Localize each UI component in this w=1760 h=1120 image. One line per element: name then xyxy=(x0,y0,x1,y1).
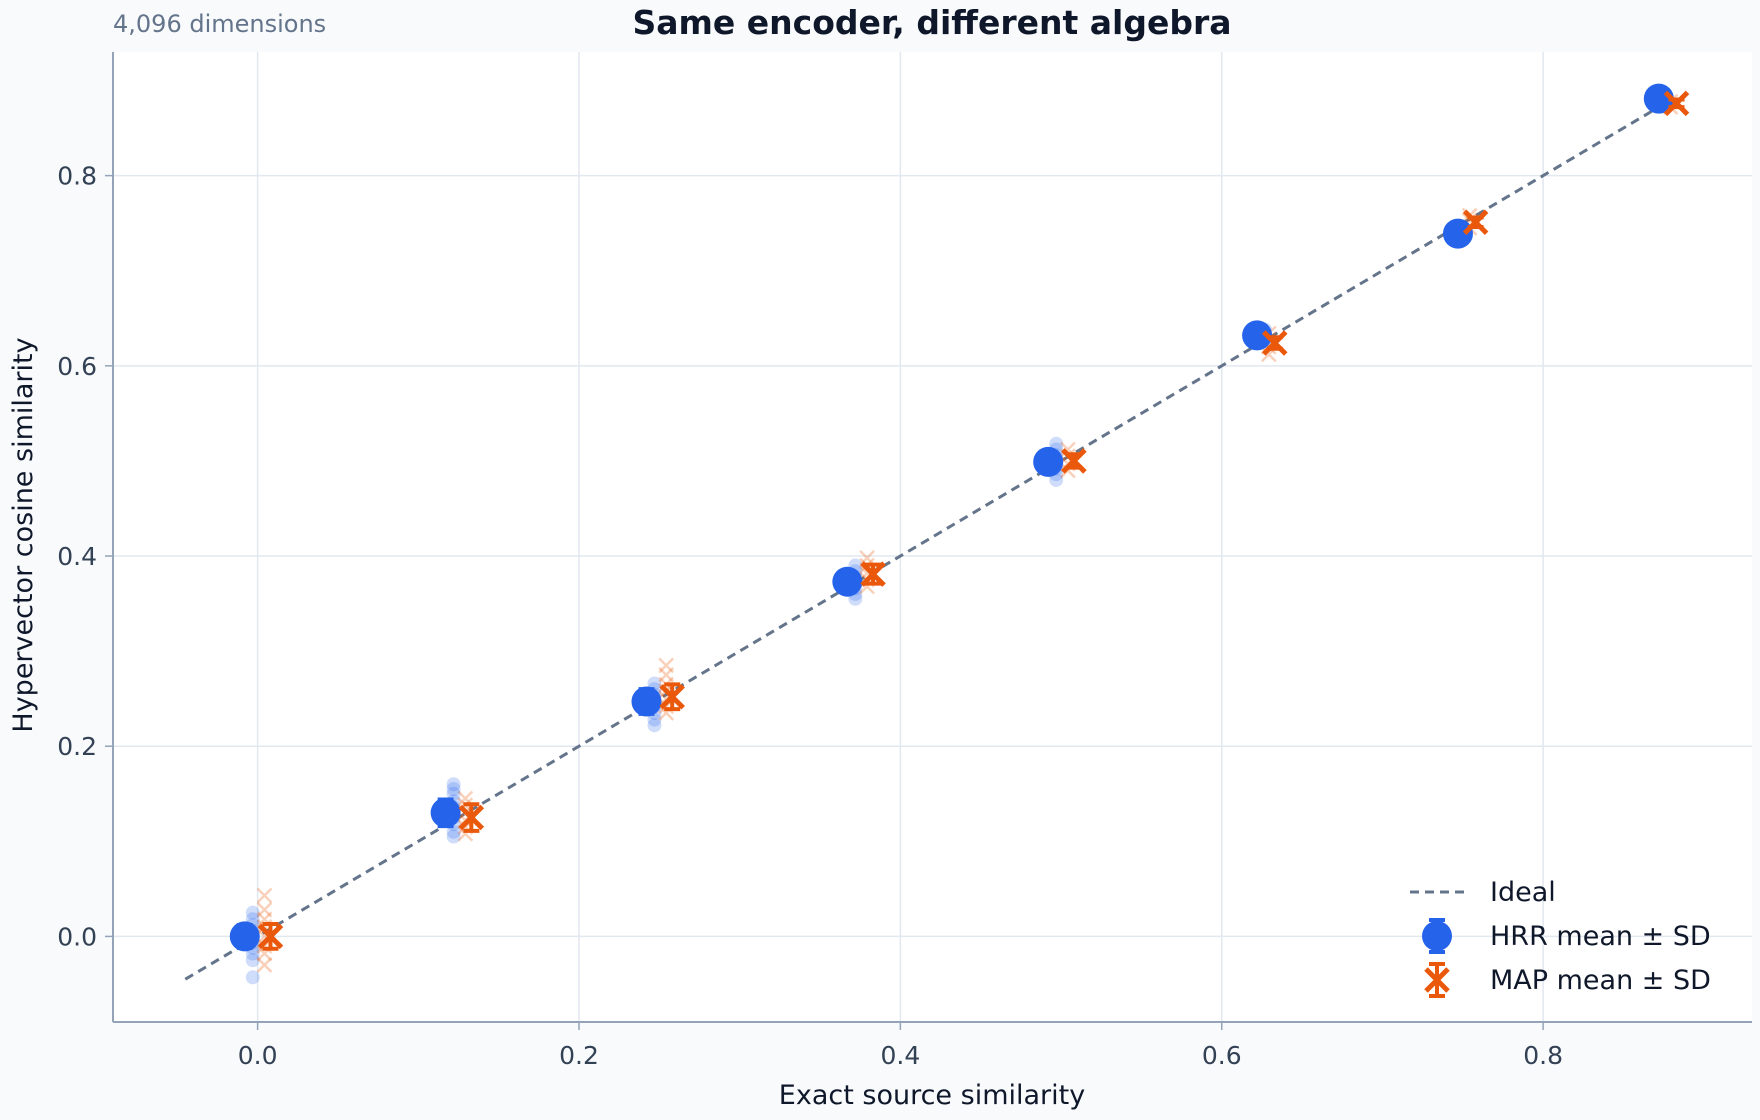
hrr-sample-point xyxy=(647,712,662,727)
hrr-mean-point xyxy=(229,921,260,952)
map-sample-point xyxy=(256,957,273,973)
map-mean-point xyxy=(860,561,886,587)
hrr-sample-point xyxy=(245,905,260,920)
map-mean-point xyxy=(1663,90,1690,117)
hrr-mean-point xyxy=(631,686,662,717)
hrr-sample-point xyxy=(446,824,461,839)
map-mean-point xyxy=(1061,448,1087,474)
x-tick-label: 0.0 xyxy=(238,1041,278,1070)
chart-title: Same encoder, different algebra xyxy=(632,3,1231,42)
hrr-mean-point xyxy=(1242,320,1273,351)
hrr-mean-point xyxy=(832,566,863,597)
hrr-sample-point xyxy=(647,676,662,691)
map-mean-point xyxy=(1261,330,1288,356)
legend-hrr-swatch xyxy=(1422,918,1452,954)
x-axis-label: Exact source similarity xyxy=(779,1080,1085,1111)
map-mean-point xyxy=(1462,209,1489,235)
y-tick-label: 0.0 xyxy=(57,922,97,951)
hrr-mean-point xyxy=(1442,218,1473,249)
chart-subtitle: 4,096 dimensions xyxy=(113,10,326,38)
y-tick-label: 0.2 xyxy=(57,732,97,761)
map-sample-point xyxy=(658,657,675,674)
y-axis-label: Hypervector cosine similarity xyxy=(8,337,39,732)
map-mean-point xyxy=(257,923,284,950)
x-tick-label: 0.2 xyxy=(559,1041,599,1070)
hrr-sample-point xyxy=(446,782,461,797)
map-sample-point xyxy=(658,667,675,683)
y-tick-label: 0.8 xyxy=(57,162,97,191)
hrr-sample-point xyxy=(1049,436,1064,451)
axes xyxy=(105,52,1752,1030)
legend: Ideal HRR mean ± SD MAP mean ± SD xyxy=(1410,877,1711,998)
map-mean-point xyxy=(659,683,685,710)
map-sample-point xyxy=(256,887,273,904)
legend-hrr-label: HRR mean ± SD xyxy=(1490,921,1711,952)
hrr-sample-point xyxy=(245,953,260,968)
hrr-mean-point xyxy=(1643,83,1674,114)
legend-map-swatch xyxy=(1424,962,1450,998)
map-mean-point xyxy=(458,804,485,831)
hrr-mean-point xyxy=(430,797,461,828)
x-tick-label: 0.8 xyxy=(1523,1041,1563,1070)
hrr-sample-point xyxy=(446,777,461,792)
x-tick-label: 0.4 xyxy=(880,1041,920,1070)
tick-labels: 0.0 0.2 0.4 0.6 0.8 0.0 0.2 0.4 0.6 0.8 xyxy=(57,162,1563,1070)
y-tick-label: 0.4 xyxy=(57,542,97,571)
ideal-line xyxy=(184,98,1673,981)
map-sample-point xyxy=(256,901,273,918)
hrr-sample-point xyxy=(647,718,662,733)
grid-lines xyxy=(113,52,1752,1022)
ideal-line-layer xyxy=(184,98,1673,981)
hrr-sample-point xyxy=(1049,472,1064,487)
legend-map-label: MAP mean ± SD xyxy=(1490,965,1711,996)
mean-markers xyxy=(229,83,1690,952)
hrr-sample-point xyxy=(245,970,260,985)
hrr-mean-point xyxy=(1033,446,1064,477)
legend-ideal-label: Ideal xyxy=(1490,877,1556,908)
x-tick-label: 0.6 xyxy=(1202,1041,1242,1070)
hrr-sample-point xyxy=(446,829,461,844)
y-tick-label: 0.6 xyxy=(57,352,97,381)
hrr-sample-point xyxy=(446,786,461,801)
